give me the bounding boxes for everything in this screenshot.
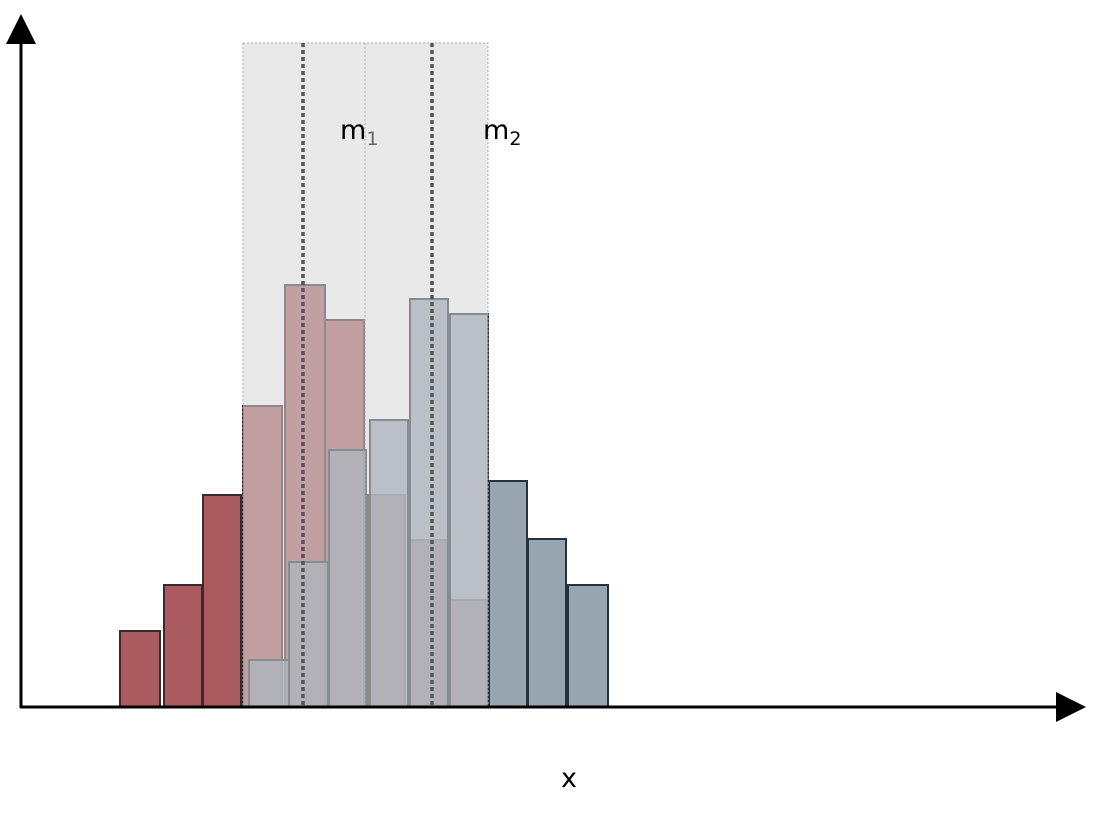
marker-subscript: 2 <box>509 128 521 150</box>
bar <box>163 584 203 708</box>
x-axis-label: x <box>561 763 577 794</box>
bar <box>119 630 161 708</box>
bar <box>202 494 242 708</box>
marker-base: m <box>340 115 366 146</box>
marker-label: m1 <box>340 115 378 150</box>
bar <box>488 480 528 708</box>
marker-label: m2 <box>483 115 521 150</box>
marker-subscript: 1 <box>366 128 378 150</box>
marker-base: m <box>483 115 509 146</box>
bar <box>567 584 609 708</box>
bar <box>527 538 567 708</box>
